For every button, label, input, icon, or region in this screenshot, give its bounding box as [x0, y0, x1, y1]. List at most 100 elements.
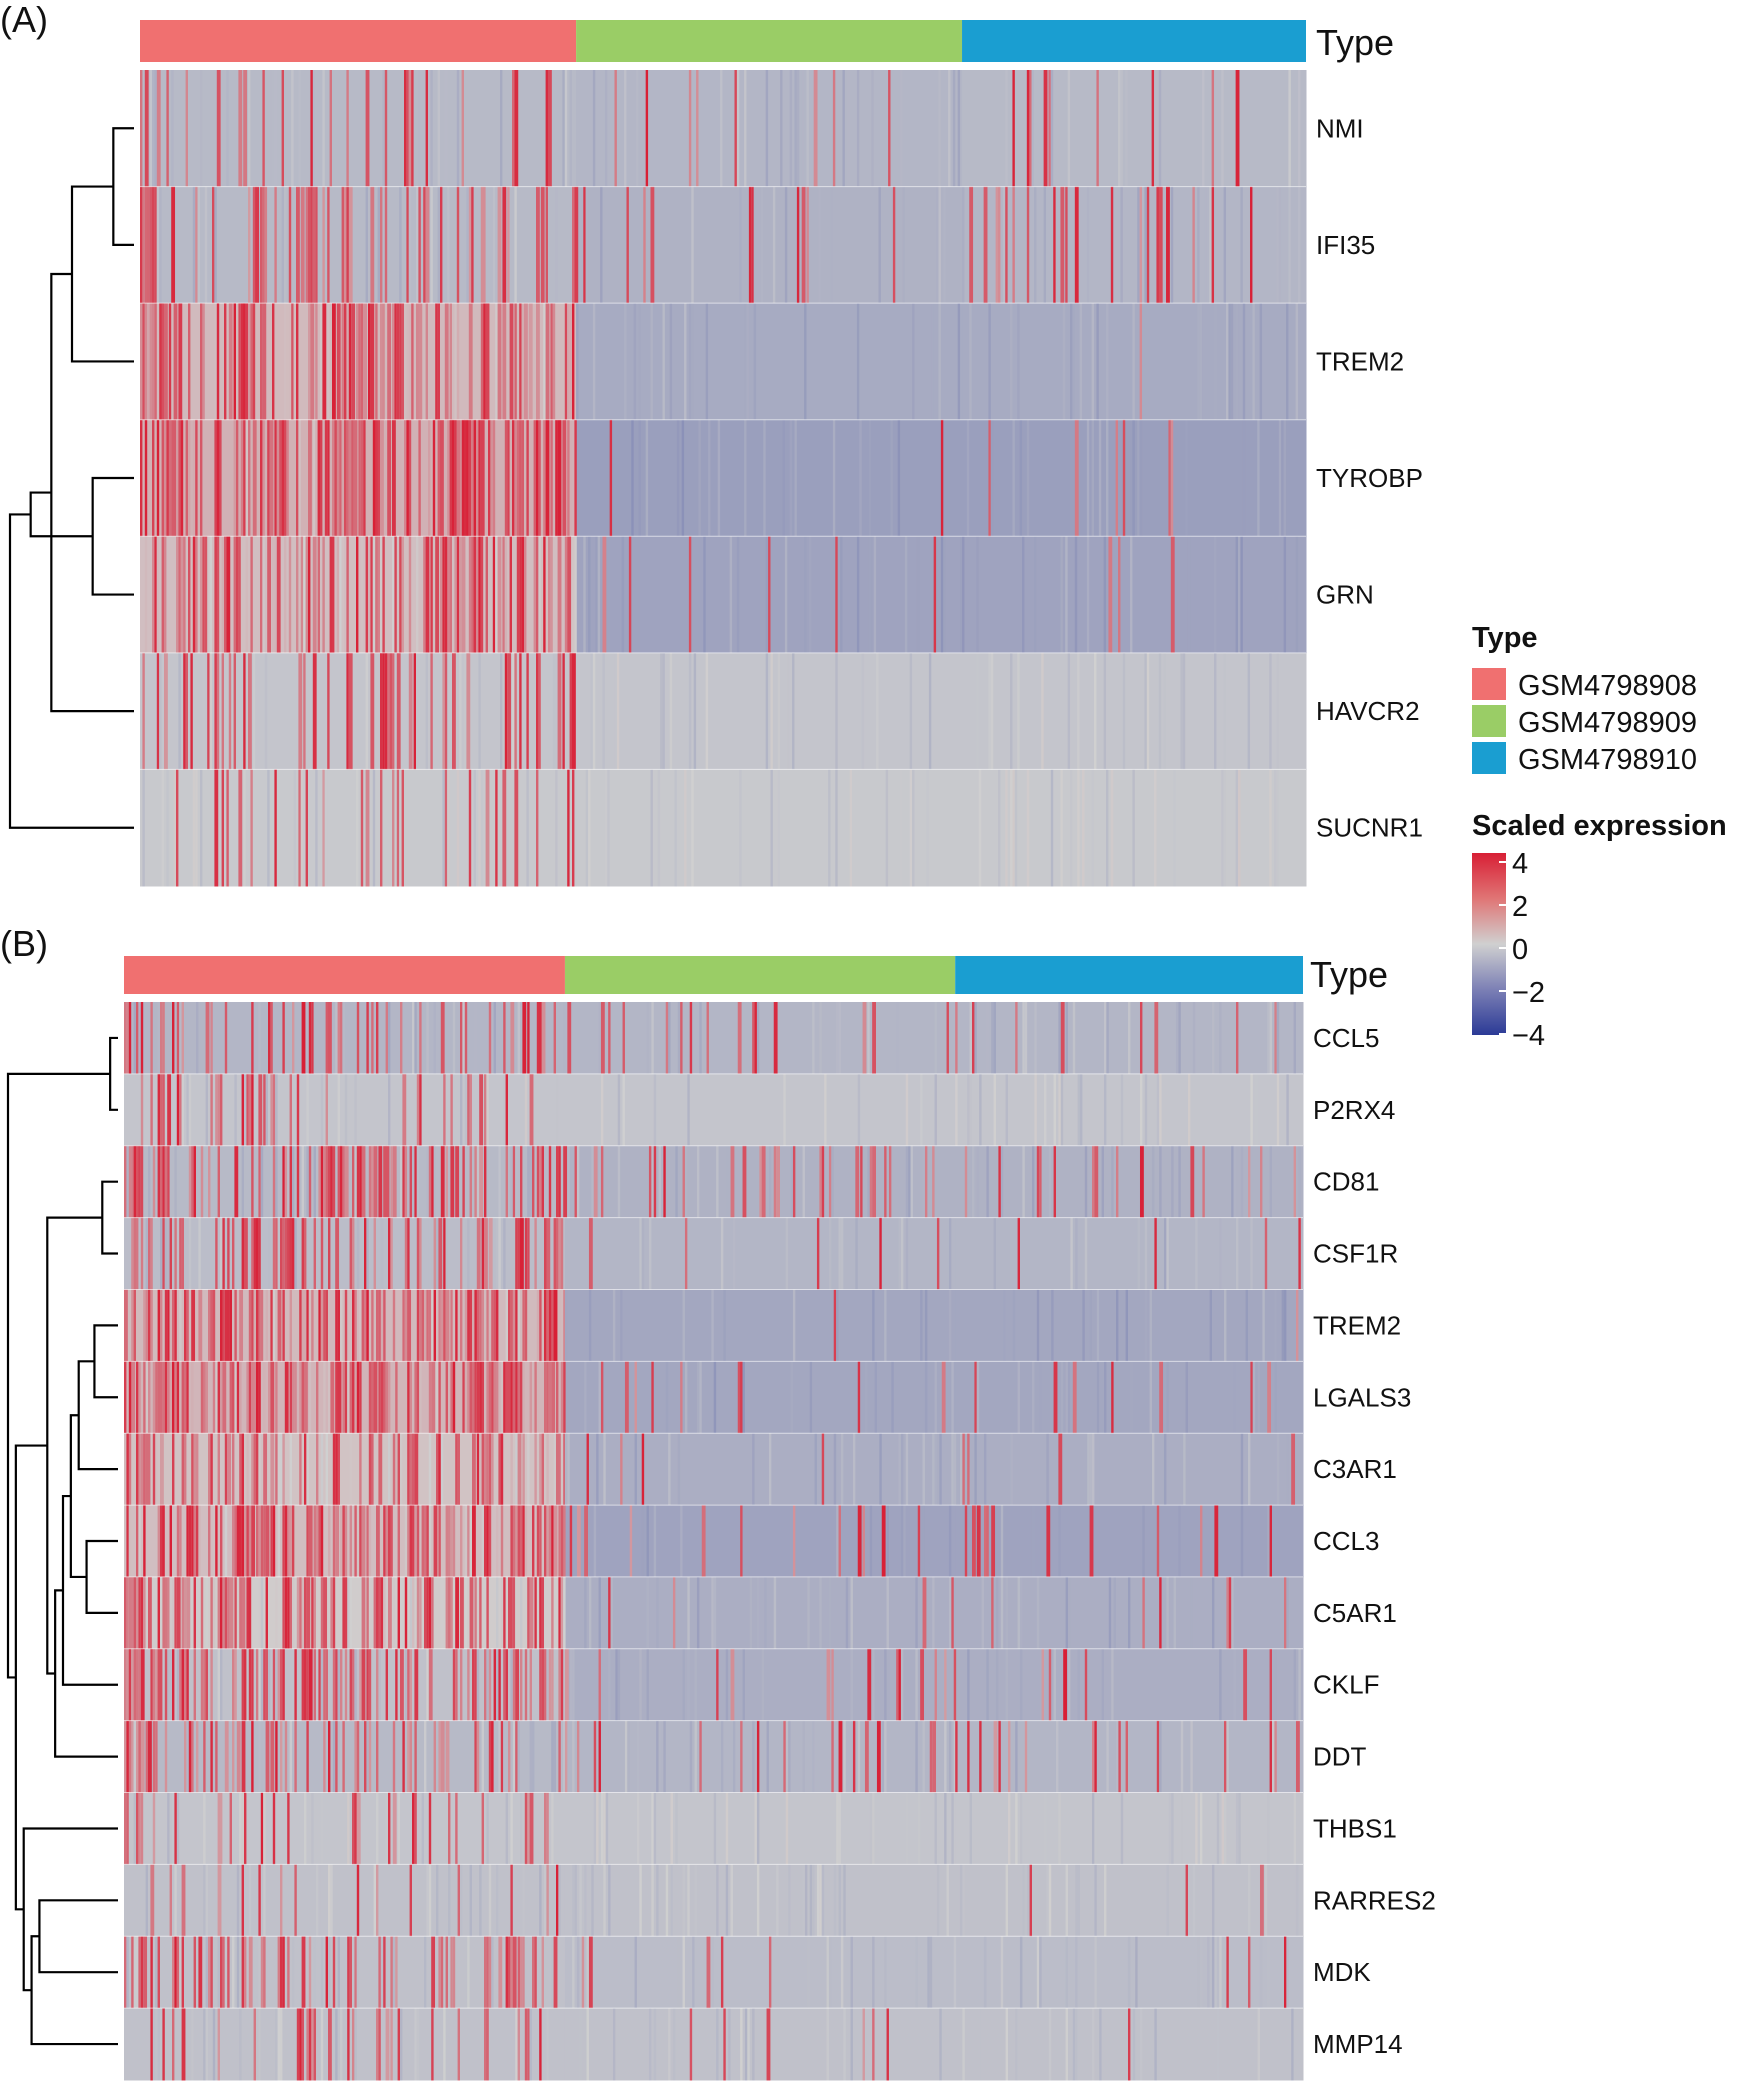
heatmap-cell	[340, 1145, 343, 1219]
heatmap-cell	[1214, 1936, 1217, 2009]
heatmap-cell	[932, 1433, 935, 1506]
heatmap-cell	[430, 186, 433, 304]
heatmap-cell	[425, 70, 428, 188]
heatmap-cell	[270, 1073, 273, 1147]
heatmap-cell	[1259, 1864, 1264, 1937]
heatmap-cell	[356, 1217, 360, 1290]
heatmap-cell	[335, 1720, 338, 1794]
heatmap-cell	[227, 1289, 230, 1362]
heatmap-cell	[648, 2008, 652, 2081]
heatmap-cell	[1269, 1720, 1272, 1794]
heatmap-row	[124, 1792, 1304, 1865]
heatmap-cell	[998, 186, 1001, 304]
heatmap-cell	[296, 419, 299, 537]
heatmap-cell	[1019, 1648, 1023, 1722]
heatmap-cell	[476, 1145, 480, 1219]
heatmap-cell	[1002, 186, 1006, 304]
heatmap-cell	[836, 1505, 839, 1578]
heatmap-cell	[221, 652, 224, 770]
heatmap-cell	[365, 70, 370, 188]
heatmap-cell	[1043, 1792, 1047, 1865]
heatmap-cell	[124, 1361, 127, 1434]
heatmap-cell	[274, 70, 277, 188]
heatmap-cell	[943, 536, 946, 654]
heatmap-cell	[234, 1648, 237, 1722]
heatmap-cell	[448, 1864, 451, 1937]
heatmap-cell	[503, 1073, 506, 1147]
heatmap-cell	[682, 1289, 685, 1362]
heatmap-cell	[325, 1073, 328, 1147]
heatmap-cell	[546, 1505, 551, 1578]
heatmap-cell	[246, 1576, 251, 1650]
heatmap-cell	[431, 2008, 434, 2081]
heatmap-cell	[337, 1073, 340, 1147]
heatmap-cell	[472, 1505, 476, 1578]
heatmap-cell	[948, 1217, 952, 1290]
heatmap-cell	[1072, 1002, 1076, 1075]
heatmap-cell	[924, 1145, 928, 1219]
heatmap-cell	[128, 1720, 133, 1794]
heatmap-cell	[181, 1217, 184, 1290]
legend-swatch	[1472, 742, 1506, 774]
heatmap-cell	[335, 1361, 340, 1434]
heatmap-cell	[1149, 1289, 1152, 1362]
heatmap-cell	[445, 1720, 450, 1794]
heatmap-cell	[354, 1648, 357, 1722]
panel-b: (B) Type CCL5P2RX4CD81CSF1RTREM2LGALS3C3…	[0, 923, 1436, 2081]
heatmap-cell	[171, 186, 176, 304]
heatmap-cell	[270, 1361, 275, 1434]
heatmap-cell	[184, 1648, 187, 1722]
heatmap-cell	[248, 1936, 253, 2009]
heatmap-cell	[359, 1505, 362, 1578]
heatmap-cell	[873, 536, 877, 654]
heatmap-cell	[448, 1505, 451, 1578]
dendrogram-branch	[93, 1324, 118, 1399]
heatmap-cell	[179, 1073, 182, 1147]
heatmap-cell	[260, 1936, 265, 2009]
heatmap-cell	[344, 186, 347, 304]
heatmap-cell	[546, 1864, 549, 1937]
heatmap-cell	[455, 1792, 458, 1865]
heatmap-cell	[210, 1073, 213, 1147]
heatmap-cell	[258, 1073, 263, 1147]
heatmap-cell	[198, 1289, 203, 1362]
heatmap-cell	[462, 1002, 465, 1075]
heatmap-cell	[1259, 1936, 1263, 2009]
heatmap-cell	[414, 1145, 417, 1219]
heatmap-cell	[308, 1145, 312, 1219]
heatmap-cell	[382, 70, 385, 188]
heatmap-cell	[473, 769, 476, 887]
heatmap-cell	[1000, 1505, 1004, 1578]
heatmap-cell	[320, 1289, 324, 1362]
heatmap-cell	[551, 1361, 556, 1434]
heatmap-cell	[814, 1433, 817, 1506]
heatmap-cell	[539, 1864, 542, 1937]
heatmap-cell	[900, 1433, 904, 1506]
heatmap-cell	[426, 1648, 429, 1722]
heatmap-cell	[320, 1073, 324, 1147]
heatmap-cell	[479, 1864, 482, 1937]
heatmap-cell	[251, 1433, 256, 1506]
heatmap-cell	[456, 186, 460, 304]
heatmap-cell	[1235, 1792, 1239, 1865]
heatmap-cell	[1139, 303, 1143, 421]
heatmap-cell	[162, 1073, 165, 1147]
heatmap-cell	[424, 1505, 427, 1578]
heatmap-cell	[553, 1433, 556, 1506]
heatmap-cell	[872, 1002, 876, 1075]
heatmap-cell	[140, 70, 143, 188]
heatmap-cell	[480, 419, 485, 537]
heatmap-cell	[529, 1073, 534, 1147]
heatmap-cell	[1048, 1648, 1052, 1722]
heatmap-cell	[347, 1936, 350, 2009]
heatmap-cell	[371, 1002, 374, 1075]
heatmap-cell	[1276, 1433, 1280, 1506]
heatmap-cell	[1015, 2008, 1018, 2081]
heatmap-cell	[229, 1792, 232, 1865]
heatmap-cell	[926, 769, 929, 887]
heatmap-cell	[491, 1720, 494, 1794]
heatmap-cell	[934, 1002, 937, 1075]
heatmap-cell	[440, 1576, 444, 1650]
heatmap-cell	[128, 1145, 132, 1219]
heatmap-cell	[267, 536, 272, 654]
